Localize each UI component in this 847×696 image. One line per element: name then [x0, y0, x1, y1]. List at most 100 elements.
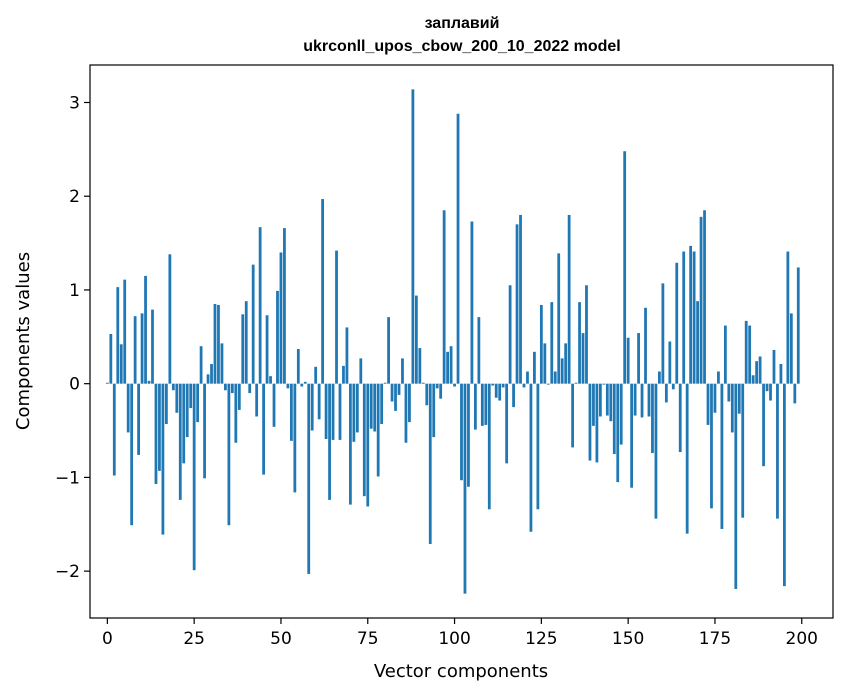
bar-132: [564, 343, 568, 384]
bar-77: [373, 383, 377, 432]
bar-155: [644, 307, 647, 384]
bar-47: [269, 376, 272, 384]
bar-51: [283, 228, 286, 384]
bar-86: [404, 383, 408, 443]
bar-136: [578, 302, 581, 384]
bar-193: [776, 383, 779, 519]
y-tick-label: 3: [69, 93, 80, 113]
chart-title: заплавий: [425, 15, 500, 32]
bar-128: [550, 302, 554, 384]
bar-12: [147, 380, 151, 384]
bar-15: [158, 383, 161, 471]
bar-106: [474, 383, 477, 430]
bar-85: [401, 358, 404, 384]
bar-129: [553, 371, 557, 384]
bar-165: [678, 383, 682, 453]
bar-152: [633, 383, 637, 416]
bar-156: [647, 383, 651, 417]
bar-72: [355, 383, 359, 433]
x-tick-label: 175: [699, 629, 731, 649]
bar-145: [609, 383, 613, 422]
bar-184: [744, 320, 748, 384]
bar-78: [376, 383, 380, 477]
bar-67: [338, 383, 342, 440]
x-tick-label: 200: [786, 629, 818, 649]
bar-138: [585, 285, 588, 384]
bar-22: [182, 383, 186, 464]
x-tick-label: 75: [357, 629, 379, 649]
bar-24: [189, 383, 193, 409]
bar-84: [397, 383, 401, 395]
bar-194: [779, 363, 783, 384]
bar-68: [342, 365, 345, 384]
bar-45: [262, 383, 265, 475]
bar-167: [685, 383, 689, 534]
bar-130: [557, 253, 561, 384]
y-axis-label: Components values: [13, 252, 34, 430]
bar-114: [501, 383, 505, 388]
bar-90: [418, 348, 422, 384]
bar-30: [210, 363, 213, 384]
bar-150: [626, 337, 630, 384]
bar-117: [512, 383, 515, 408]
bar-166: [682, 251, 686, 384]
bar-62: [321, 199, 325, 384]
bar-79: [380, 383, 384, 424]
bar-6: [126, 383, 130, 433]
bar-171: [699, 216, 703, 384]
bar-190: [765, 383, 769, 392]
bar-135: [574, 382, 578, 384]
x-axis-ticks: 0 25 50 75 100 125 150 175 200: [102, 618, 818, 649]
bar-192: [772, 349, 776, 384]
bar-53: [289, 383, 293, 441]
bar-35: [227, 383, 231, 526]
bar-107: [477, 317, 481, 384]
y-tick-label: 2: [69, 187, 80, 207]
bar-112: [494, 383, 498, 398]
bar-41: [248, 383, 252, 394]
bar-195: [783, 383, 786, 587]
bar-119: [519, 214, 522, 384]
bar-141: [595, 383, 599, 463]
bar-71: [352, 383, 356, 442]
bar-52: [286, 383, 290, 389]
bar-66: [335, 250, 338, 384]
bar-105: [470, 221, 474, 384]
x-axis-label: Vector components: [374, 661, 548, 682]
bar-113: [498, 383, 502, 401]
bar-20: [175, 383, 179, 413]
bar-125: [539, 304, 543, 384]
bar-74: [362, 383, 366, 497]
bar-76: [369, 383, 373, 429]
bar-101: [456, 113, 460, 384]
bar-189: [762, 383, 765, 467]
bar-126: [543, 343, 547, 384]
bar-183: [741, 383, 745, 518]
bar-33: [220, 343, 224, 384]
bar-17: [164, 383, 168, 424]
bar-32: [217, 304, 220, 384]
x-tick-label: 50: [270, 629, 292, 649]
bar-8: [133, 316, 137, 384]
bar-7: [130, 383, 134, 526]
bar-179: [727, 383, 731, 402]
plot-frame: [89, 64, 834, 619]
bar-99: [449, 346, 453, 384]
bar-168: [689, 245, 693, 384]
bar-176: [717, 371, 720, 384]
bar-187: [755, 361, 759, 384]
bar-115: [505, 383, 509, 464]
bar-9: [137, 383, 140, 455]
bar-151: [630, 383, 634, 488]
bar-44: [258, 227, 262, 384]
bar-158: [654, 383, 658, 519]
bar-81: [387, 317, 390, 384]
bar-139: [588, 383, 592, 461]
bar-198: [793, 383, 797, 404]
bar-18: [168, 254, 172, 384]
bar-49: [276, 290, 279, 384]
bar-186: [751, 375, 755, 384]
y-tick-label: 0: [69, 375, 80, 395]
bar-199: [796, 267, 800, 384]
bar-23: [185, 383, 189, 438]
